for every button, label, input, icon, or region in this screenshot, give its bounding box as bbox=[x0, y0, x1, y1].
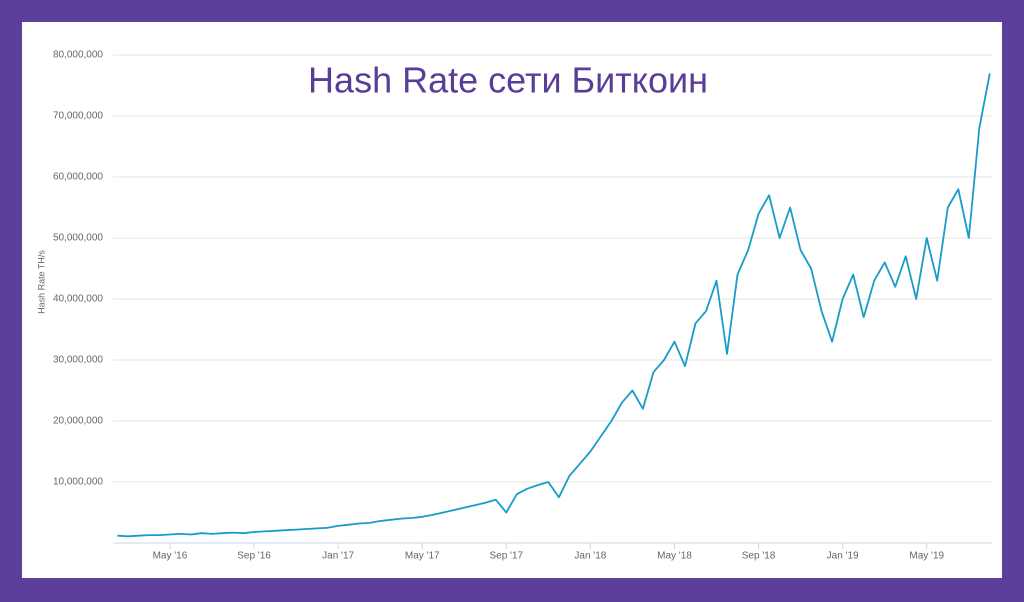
x-tick-label: Jan '17 bbox=[322, 551, 354, 562]
chart: Hash Rate сети Биткоин Hash Rate TH/s 10… bbox=[22, 22, 1002, 578]
x-tick-label: May '19 bbox=[909, 551, 944, 562]
x-tick-label: Sep '18 bbox=[742, 551, 776, 562]
x-tick-label: Jan '19 bbox=[827, 551, 859, 562]
x-tick-label: Sep '16 bbox=[237, 551, 271, 562]
chart-title: Hash Rate сети Биткоин bbox=[308, 60, 708, 101]
y-tick-label: 30,000,000 bbox=[53, 355, 103, 366]
y-tick-label: 40,000,000 bbox=[53, 294, 103, 305]
y-tick-label: 70,000,000 bbox=[53, 111, 103, 122]
y-tick-label: 10,000,000 bbox=[53, 477, 103, 488]
x-tick-label: Jan '18 bbox=[574, 551, 606, 562]
data-line bbox=[117, 73, 991, 538]
x-tick-label: May '16 bbox=[153, 551, 188, 562]
y-tick-label: 60,000,000 bbox=[53, 172, 103, 183]
y-tick-label: 20,000,000 bbox=[53, 416, 103, 427]
y-tick-label: 50,000,000 bbox=[53, 233, 103, 244]
x-tick-label: May '17 bbox=[405, 551, 440, 562]
x-tick-label: May '18 bbox=[657, 551, 692, 562]
x-tick-label: Sep '17 bbox=[489, 551, 523, 562]
y-tick-label: 80,000,000 bbox=[53, 50, 103, 61]
y-axis-label: Hash Rate TH/s bbox=[36, 250, 46, 314]
